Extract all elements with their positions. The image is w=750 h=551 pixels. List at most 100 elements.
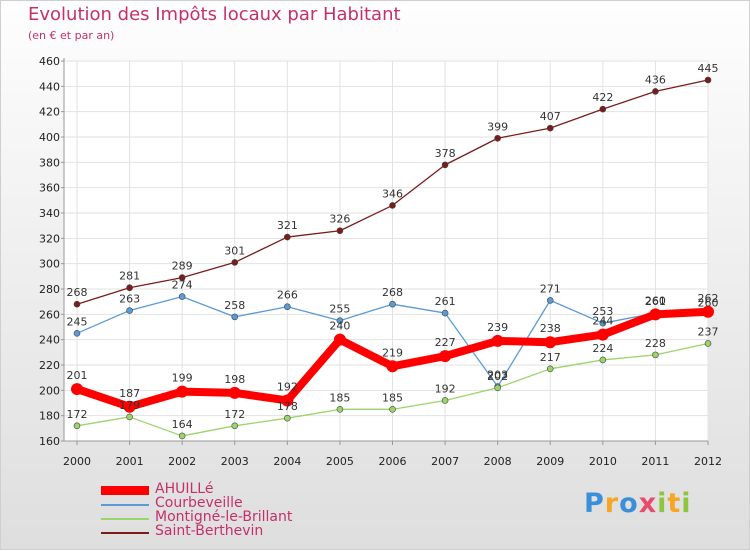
data-point bbox=[176, 385, 189, 398]
data-point bbox=[491, 334, 504, 347]
legend-swatch bbox=[101, 532, 149, 534]
data-label: 227 bbox=[435, 336, 456, 349]
y-tick-label: 240 bbox=[39, 334, 60, 347]
data-point bbox=[386, 360, 399, 373]
data-point bbox=[649, 308, 662, 321]
data-point bbox=[389, 406, 396, 413]
data-label: 263 bbox=[119, 293, 140, 306]
data-point bbox=[178, 293, 186, 300]
data-point bbox=[73, 422, 81, 430]
legend-swatch bbox=[101, 486, 149, 495]
data-point bbox=[599, 319, 607, 327]
legend-label: Courbeveille bbox=[155, 495, 243, 511]
y-tick-label: 460 bbox=[39, 55, 60, 68]
x-tick-label: 2001 bbox=[116, 455, 144, 468]
data-point bbox=[284, 233, 291, 241]
x-tick-label: 2012 bbox=[694, 455, 722, 468]
x-tick-label: 2009 bbox=[536, 455, 564, 468]
data-point bbox=[704, 76, 712, 84]
data-label: 268 bbox=[67, 286, 88, 299]
data-point bbox=[126, 307, 133, 314]
label-layer: 268 281 289 301 321 326 346 378 399 407 422 436 445 2… bbox=[67, 62, 719, 431]
data-point bbox=[652, 351, 659, 359]
x-tick-label: 2007 bbox=[431, 455, 459, 468]
plot-background bbox=[64, 61, 708, 441]
data-label: 274 bbox=[172, 279, 193, 292]
data-label: 172 bbox=[224, 408, 245, 421]
data-point bbox=[126, 284, 133, 292]
data-point bbox=[389, 300, 396, 308]
data-label: 187 bbox=[119, 387, 140, 400]
data-label: 185 bbox=[329, 391, 350, 404]
logo-letter: P bbox=[584, 488, 605, 519]
data-point bbox=[228, 386, 241, 399]
data-label: 422 bbox=[592, 91, 613, 104]
data-label: 185 bbox=[382, 391, 403, 404]
y-tick-label: 360 bbox=[39, 182, 60, 195]
data-label: 436 bbox=[645, 73, 666, 86]
data-label: 203 bbox=[487, 369, 508, 382]
legend-label: Saint-Berthevin bbox=[155, 523, 264, 539]
data-point bbox=[178, 274, 186, 281]
data-label: 172 bbox=[67, 408, 88, 421]
data-label: 266 bbox=[277, 289, 298, 302]
logo-letter: x bbox=[638, 488, 658, 519]
axis-layer: 160 180 200 220 240 260 280 300 320 340 360 380 400 4… bbox=[39, 55, 722, 468]
data-label: 258 bbox=[224, 299, 245, 312]
data-label: 192 bbox=[435, 382, 456, 395]
data-point bbox=[284, 414, 291, 422]
data-point bbox=[336, 317, 344, 324]
data-label: 253 bbox=[592, 305, 613, 318]
data-label: 164 bbox=[172, 418, 193, 431]
data-point bbox=[439, 350, 452, 363]
logo-letter: i bbox=[657, 488, 668, 519]
data-label: 201 bbox=[67, 369, 88, 382]
y-tick-label: 200 bbox=[39, 384, 60, 397]
x-tick-label: 2002 bbox=[168, 455, 196, 468]
logo-letter: o bbox=[619, 488, 639, 519]
y-tick-label: 180 bbox=[39, 410, 60, 423]
data-label: 271 bbox=[540, 282, 561, 295]
data-label: 445 bbox=[698, 62, 719, 75]
proxiti-logo: Proxiti bbox=[584, 488, 692, 519]
data-label: 261 bbox=[435, 295, 456, 308]
data-label: 262 bbox=[698, 292, 719, 305]
y-tick-label: 420 bbox=[39, 106, 60, 119]
data-label: 178 bbox=[277, 400, 298, 413]
data-label: 289 bbox=[172, 260, 193, 273]
data-label: 199 bbox=[172, 372, 193, 385]
x-tick-label: 2008 bbox=[484, 455, 512, 468]
data-label: 202 bbox=[487, 370, 508, 383]
data-point bbox=[652, 88, 659, 95]
logo-letter: t bbox=[667, 488, 682, 519]
data-point bbox=[389, 202, 396, 209]
data-point bbox=[333, 333, 346, 346]
y-tick-label: 400 bbox=[39, 131, 60, 144]
data-point bbox=[231, 422, 239, 430]
data-label: 326 bbox=[329, 213, 350, 226]
y-tick-label: 300 bbox=[39, 258, 60, 271]
data-label: 260 bbox=[645, 294, 666, 307]
data-point bbox=[281, 394, 294, 407]
data-label: 237 bbox=[698, 325, 719, 338]
data-label: 399 bbox=[487, 120, 508, 133]
chart-subtitle: (en € et par an) bbox=[28, 29, 115, 42]
data-label: 244 bbox=[592, 315, 613, 328]
data-label: 301 bbox=[224, 244, 245, 257]
data-point bbox=[73, 330, 81, 337]
y-tick-label: 340 bbox=[39, 207, 60, 220]
data-label: 219 bbox=[382, 346, 403, 359]
data-point bbox=[599, 105, 607, 113]
data-label: 378 bbox=[435, 147, 456, 160]
data-label: 407 bbox=[540, 110, 561, 123]
y-tick-label: 260 bbox=[39, 308, 60, 321]
data-point bbox=[73, 300, 81, 308]
data-point bbox=[494, 134, 501, 142]
data-point bbox=[702, 305, 714, 318]
y-tick-label: 280 bbox=[39, 283, 60, 296]
data-label: 179 bbox=[119, 399, 140, 412]
x-tick-label: 2000 bbox=[63, 455, 91, 468]
x-tick-label: 2004 bbox=[273, 455, 301, 468]
data-label: 261 bbox=[645, 295, 666, 308]
